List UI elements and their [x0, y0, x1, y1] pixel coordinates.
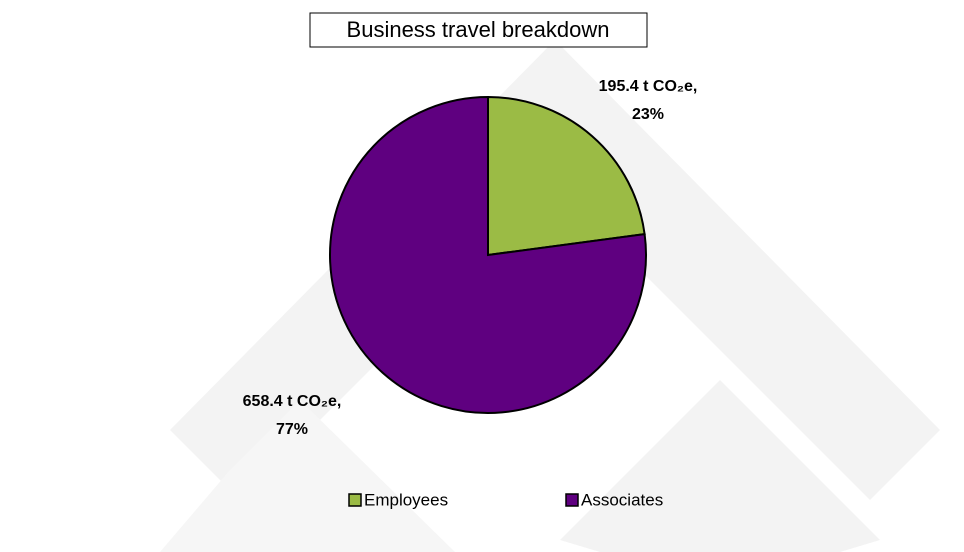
watermark-shape [560, 380, 880, 552]
pie-slice [329, 95, 647, 414]
legend-label: Employees [364, 490, 448, 509]
data-label: 658.4 t CO₂e, [243, 393, 342, 410]
data-label: 23% [632, 106, 664, 123]
data-label: 77% [276, 421, 308, 438]
data-label: 195.4 t CO₂e, [599, 78, 698, 95]
legend-label: Associates [581, 490, 663, 509]
legend-swatch [348, 493, 362, 507]
pie-slice [487, 95, 646, 257]
watermark-shape [160, 400, 455, 552]
chart-title: Business travel breakdown [347, 17, 610, 42]
legend-swatch [565, 493, 579, 507]
title-box [309, 12, 648, 48]
